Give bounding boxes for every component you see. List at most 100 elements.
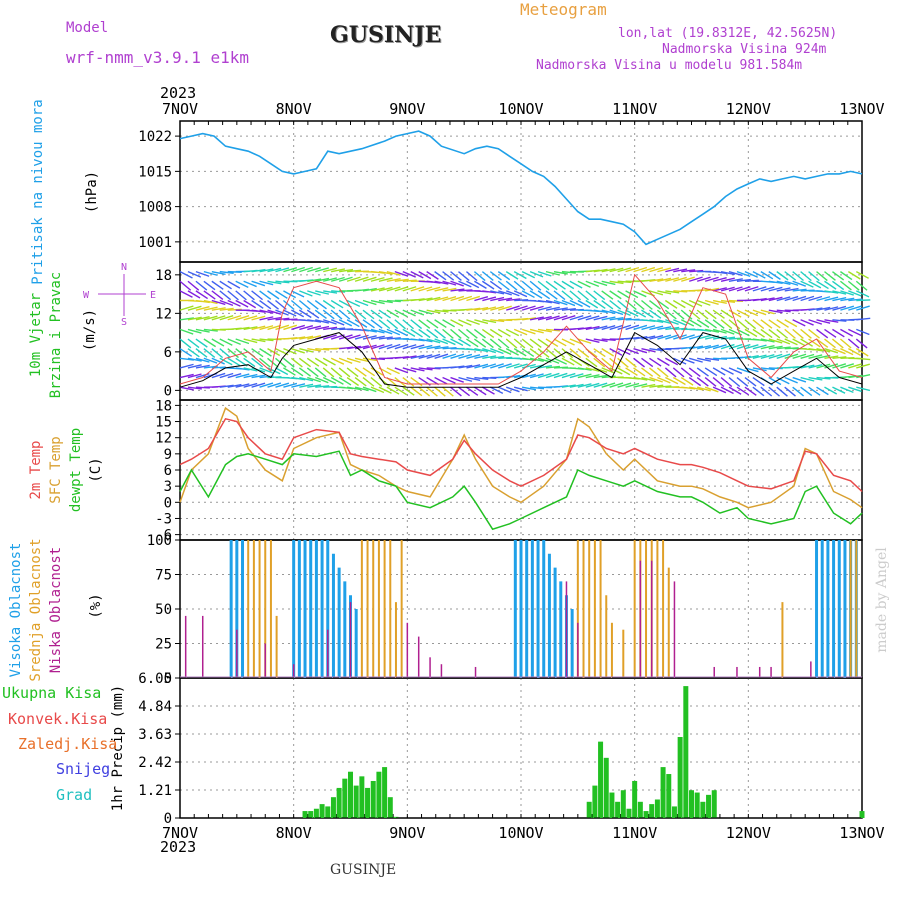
wind-barb (577, 326, 592, 331)
wind-barb (689, 357, 703, 363)
wind-barb (386, 328, 401, 336)
wind-barb (203, 338, 217, 348)
wind-barb (323, 319, 337, 325)
wind-barb (569, 338, 584, 345)
wind-barb (855, 280, 868, 291)
wind-barb (235, 326, 250, 331)
temp2m-axis-label: 2m Temp (28, 440, 44, 499)
wind-barb (410, 319, 423, 330)
wind-barb (609, 357, 621, 368)
wind-barb (792, 295, 807, 302)
wind-barb (307, 325, 322, 331)
wind-barb (347, 269, 362, 273)
wind-barb (506, 363, 520, 369)
wind-barb (553, 307, 568, 311)
wind-barb (259, 268, 274, 273)
wind-barb (561, 384, 576, 388)
wind-barb (211, 280, 224, 290)
wind-barb (203, 299, 218, 305)
wind-barb (418, 271, 432, 280)
wind-barb (672, 376, 686, 386)
wind-unit-label: (m/s) (82, 309, 98, 351)
wind-barb (338, 276, 353, 282)
wind-barb (728, 270, 743, 277)
wind-barb (259, 309, 274, 314)
wind-barb (633, 299, 645, 311)
wind-barb (378, 386, 392, 394)
precip-bar (302, 811, 308, 818)
wind-barb (473, 328, 486, 339)
wind-barb (426, 328, 439, 339)
wind-barb (816, 306, 831, 311)
wind-barb (466, 347, 481, 352)
wind-barb (394, 319, 406, 330)
wind-barb (322, 357, 336, 366)
wind-barb (752, 309, 767, 316)
wind-barb (689, 276, 703, 282)
wind-barb (450, 295, 465, 302)
wind-barb (577, 373, 592, 379)
wind-barb (752, 271, 766, 279)
wind-barb (513, 328, 528, 336)
wind-barb (673, 268, 688, 273)
wind-barb (561, 338, 575, 346)
wind-barb (378, 270, 393, 275)
wind-barb (736, 319, 749, 330)
wind-barb (219, 307, 234, 311)
wind-barb (641, 325, 656, 331)
wind-barb (315, 347, 330, 351)
wind-barb (633, 336, 648, 340)
wind-barb (362, 386, 377, 393)
wind-barb (235, 348, 248, 358)
wind-barb (712, 277, 727, 282)
wind-barb (291, 324, 306, 331)
wind-barb (370, 328, 385, 334)
wind-barb (410, 344, 425, 350)
wind-barb (848, 348, 861, 356)
wind-barb (680, 367, 693, 378)
wind-barb (450, 376, 464, 383)
wind-barb (832, 280, 845, 291)
wind-barb (601, 375, 616, 379)
temp-unit-label: (C) (88, 457, 104, 482)
wind-barb (752, 376, 765, 387)
wind-barb (298, 299, 311, 310)
wind-barb (506, 305, 520, 311)
wind-barb (370, 376, 383, 388)
wind-barb (641, 367, 654, 377)
compass-north: N (121, 262, 127, 273)
wind-barb (688, 376, 702, 387)
wind-barb (545, 280, 558, 291)
wind-barb (497, 328, 511, 337)
wind-barb (513, 290, 528, 298)
wind-barb (776, 271, 789, 281)
wind-barb (299, 376, 314, 382)
wind-barb (561, 280, 575, 290)
wind-barb (474, 347, 489, 353)
wind-barb (529, 280, 542, 291)
cloud-unit-label: (%) (88, 593, 104, 618)
wind-barb (800, 319, 814, 326)
wind-barb (696, 367, 709, 377)
wind-barb (267, 299, 279, 310)
wind-barb (585, 280, 600, 288)
wind-barb (323, 290, 338, 294)
wind-barb (513, 280, 526, 291)
wind-barb (768, 353, 783, 359)
wind-barb (800, 364, 815, 369)
wind-barb (203, 357, 218, 364)
wind-barb (784, 386, 796, 397)
wind-axis-label-1: 10m Vjetar (28, 293, 44, 377)
wind-barb (553, 290, 566, 301)
precip-bar (666, 774, 672, 818)
wind-barb (291, 376, 306, 381)
wind-barb (792, 365, 807, 369)
wind-barb (665, 334, 679, 340)
wind-barb (466, 376, 481, 381)
wind-barb (282, 357, 295, 368)
wind-barb (195, 290, 208, 300)
wind-barb (195, 299, 210, 304)
wind-barb (179, 290, 193, 298)
precip-bar (592, 785, 598, 818)
wind-barb (195, 357, 210, 363)
